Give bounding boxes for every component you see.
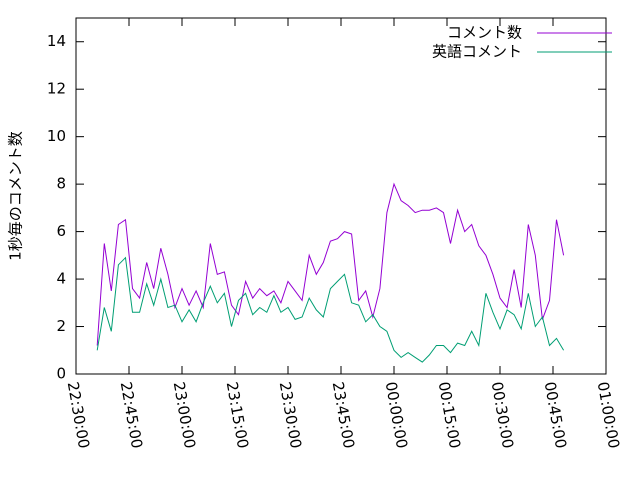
x-tick-label: 23:15:00 bbox=[223, 380, 252, 449]
x-tick-label: 01:00:00 bbox=[594, 380, 623, 449]
y-axis-label: 1秒毎のコメント数 bbox=[7, 131, 25, 261]
x-tick-label: 22:45:00 bbox=[117, 380, 146, 449]
y-tick-label: 0 bbox=[56, 365, 66, 383]
x-tick-label: 23:00:00 bbox=[170, 380, 199, 449]
series-line bbox=[96, 182, 565, 346]
x-tick-label: 00:00:00 bbox=[382, 380, 411, 449]
y-tick-label: 8 bbox=[56, 175, 66, 193]
x-tick-label: 00:15:00 bbox=[435, 380, 464, 449]
series-line bbox=[96, 256, 565, 363]
y-tick-label: 2 bbox=[56, 317, 66, 335]
plot-frame bbox=[75, 17, 607, 375]
x-tick-label: 22:30:00 bbox=[64, 380, 93, 449]
x-tick-label: 00:45:00 bbox=[541, 380, 570, 449]
x-tick-label: 23:30:00 bbox=[276, 380, 305, 449]
legend-label: 英語コメント bbox=[432, 43, 522, 61]
x-tick-label: 00:30:00 bbox=[488, 380, 517, 449]
x-tick-label: 23:45:00 bbox=[329, 380, 358, 449]
y-tick-label: 14 bbox=[47, 32, 66, 50]
y-tick-label: 12 bbox=[47, 80, 66, 98]
y-tick-label: 4 bbox=[56, 270, 66, 288]
legend-label: コメント数 bbox=[447, 24, 522, 42]
y-tick-label: 6 bbox=[56, 222, 66, 240]
y-tick-label: 10 bbox=[47, 127, 66, 145]
